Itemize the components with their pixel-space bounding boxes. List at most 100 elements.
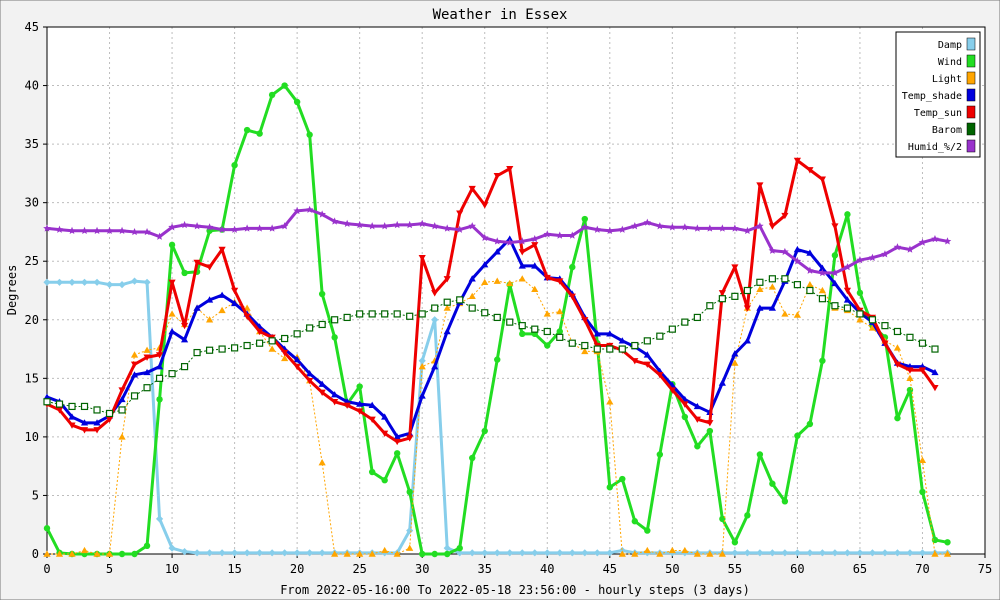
data-point-damp [231, 549, 239, 557]
x-tick-label: 70 [915, 562, 929, 576]
data-point-light [143, 346, 151, 353]
data-point-temp-shade [231, 299, 239, 307]
data-point-damp [168, 544, 176, 552]
data-point-light [631, 550, 639, 557]
data-point-light [331, 550, 339, 557]
data-point-barom [406, 312, 414, 320]
data-point-damp [143, 278, 151, 286]
data-point-barom [831, 302, 839, 310]
y-tick-label: 30 [25, 196, 39, 210]
data-point-temp-sun [531, 242, 539, 249]
data-point-wind [494, 356, 501, 363]
data-point-barom [68, 402, 76, 411]
series-line-temp-sun [46, 159, 937, 444]
data-point-humid-2 [731, 224, 739, 232]
data-point-barom [343, 313, 351, 322]
legend-label: Temp_sun [914, 108, 962, 119]
data-point-temp-sun [518, 249, 526, 256]
data-point-wind [406, 488, 413, 496]
data-point-barom [768, 275, 776, 283]
data-point-light [868, 324, 877, 331]
data-point-wind [368, 468, 376, 476]
data-point-humid-2 [643, 218, 652, 226]
data-point-light [356, 550, 364, 557]
data-point-humid-2 [530, 234, 539, 243]
data-point-temp-sun [543, 274, 551, 282]
data-point-temp-shade [743, 337, 751, 344]
data-point-damp [531, 549, 539, 557]
data-point-barom [706, 302, 714, 310]
data-point-light [481, 278, 489, 286]
data-point-temp-shade [756, 304, 764, 311]
data-point-temp-shade [205, 296, 214, 303]
data-point-temp-sun [643, 361, 651, 368]
legend-label: Barom [932, 125, 962, 136]
data-point-temp-sun [105, 416, 114, 423]
data-point-barom [568, 339, 576, 347]
legend-swatch [966, 88, 976, 102]
data-point-humid-2 [455, 225, 464, 233]
data-point-wind [356, 383, 363, 390]
data-point-light [93, 550, 101, 557]
data-point-barom [456, 296, 464, 304]
data-point-barom [356, 310, 364, 318]
data-point-humid-2 [443, 224, 452, 232]
data-point-damp [481, 549, 489, 557]
plot-area: 0 5 10 15 20 25 30 35 40 45 50 55 60 65 70 75 0 5 10 15 20 25… [25, 20, 993, 576]
data-point-damp [731, 549, 739, 557]
data-point-light [618, 550, 626, 557]
data-point-barom [618, 345, 626, 353]
y-tick-label: 15 [25, 371, 39, 385]
data-point-temp-shade [80, 419, 89, 426]
data-point-light [718, 550, 726, 557]
data-point-wind [268, 91, 276, 99]
data-point-temp-sun [881, 340, 889, 347]
data-point-barom [806, 286, 814, 295]
data-point-wind [43, 525, 51, 532]
data-point-light [681, 546, 689, 554]
data-point-damp [556, 549, 564, 557]
data-point-temp-sun [831, 223, 839, 230]
y-tick-label: 5 [32, 488, 39, 502]
data-point-temp-sun [443, 276, 451, 283]
data-point-damp [256, 549, 264, 557]
data-point-wind [519, 330, 526, 338]
data-point-barom [856, 310, 864, 318]
data-point-wind [331, 334, 338, 341]
data-point-wind [381, 477, 388, 484]
data-point-light [80, 546, 89, 554]
data-point-wind [706, 427, 714, 435]
y-axis-label: Degrees [5, 265, 19, 316]
data-point-temp-sun [631, 358, 639, 365]
data-point-humid-2 [130, 227, 139, 236]
data-point-temp-shade [143, 368, 151, 376]
data-point-light [205, 316, 214, 323]
data-point-damp [806, 549, 814, 557]
data-point-barom [781, 275, 789, 283]
data-point-temp-sun [731, 264, 739, 271]
data-point-barom [493, 313, 501, 322]
data-point-barom [581, 341, 589, 350]
data-point-barom [593, 345, 601, 353]
data-point-temp-sun [456, 210, 464, 217]
data-point-humid-2 [243, 224, 251, 232]
data-point-damp [581, 549, 589, 557]
data-point-humid-2 [155, 232, 164, 240]
data-point-damp [281, 549, 289, 557]
data-point-humid-2 [168, 223, 176, 231]
data-point-damp [881, 549, 889, 557]
data-point-damp [781, 549, 789, 557]
data-point-wind [181, 269, 188, 277]
data-point-temp-sun [681, 401, 689, 408]
data-point-humid-2 [555, 231, 564, 239]
data-point-wind [819, 357, 826, 364]
data-point-damp [756, 549, 764, 557]
data-point-light [931, 550, 939, 557]
data-point-wind [481, 427, 488, 435]
legend-swatch [966, 37, 976, 51]
data-point-light [43, 550, 51, 557]
data-point-temp-sun [218, 246, 226, 254]
data-point-temp-sun [693, 416, 701, 423]
data-point-wind [781, 498, 789, 505]
data-point-wind [393, 450, 401, 457]
